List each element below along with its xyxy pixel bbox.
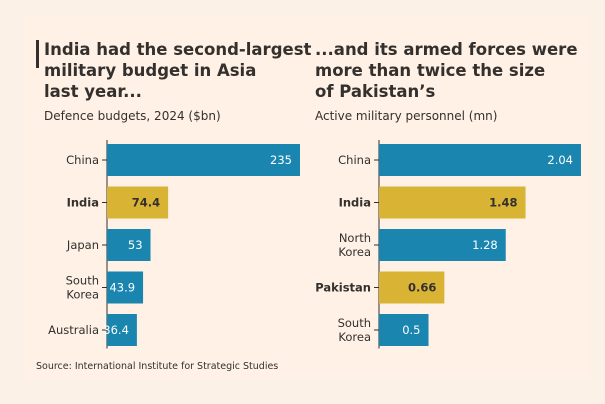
value-label: 235 [270,153,292,167]
category-label-line: Korea [338,330,371,344]
bar [107,229,151,261]
chart-card: India had the second-largest military bu… [24,16,590,379]
category-label-line: India [67,196,99,210]
category-label: India [67,196,99,210]
right-subtitle: Active military personnel (mn) [315,109,498,123]
value-label: 1.28 [472,238,498,252]
category-label-line: Korea [66,288,99,302]
right-title-line-3: of Pakistan’s [315,82,436,101]
left-title-line-1: India had the second-largest [44,40,312,59]
value-label: 43.9 [109,281,135,295]
category-label: South Korea [66,274,99,302]
right-title: ...and its armed forces were more than t… [315,39,585,102]
source-note: Source: International Institute for Stra… [36,361,279,372]
category-label: South Korea [338,316,371,344]
category-label: India [339,196,371,210]
category-label: China [66,153,99,167]
bar [107,314,137,346]
category-label-line: India [339,196,371,210]
bar [379,144,581,176]
right-title-line-1: ...and its armed forces were [315,40,578,59]
category-label-line: North [339,231,371,245]
value-label: 0.66 [408,281,436,295]
title-rule [36,40,39,68]
category-label-line: South [66,274,99,288]
bar [107,144,300,176]
left-title-line-2: military budget in Asia [44,61,257,80]
defence-budget-chart: China 235 India 74.4 Japan 53 South Korea 43.9 Au… [48,140,300,349]
category-label: Pakistan [315,281,371,295]
category-label: Australia [48,323,99,337]
right-title-line-2: more than twice the size [315,61,546,80]
category-label-line: Japan [66,238,99,252]
bar [379,229,506,261]
left-title-line-3: last year... [44,82,142,101]
value-label: 53 [128,238,143,252]
category-label-line: China [66,153,99,167]
value-label: 0.5 [402,323,420,337]
bar [107,186,169,219]
left-subtitle: Defence budgets, 2024 ($bn) [44,109,221,123]
left-panel: India had the second-largest military bu… [36,16,314,379]
bar [107,271,144,304]
category-label: North Korea [338,231,371,259]
bar [379,314,429,346]
category-label-line: Pakistan [315,281,371,295]
value-label: 74.4 [132,196,160,210]
value-label: 1.48 [489,196,517,210]
value-label: 2.04 [547,153,573,167]
category-label-line: Korea [338,245,371,259]
left-title: India had the second-largest military bu… [44,39,314,102]
right-panel: ...and its armed forces were more than t… [315,16,590,379]
category-label-line: Australia [48,323,99,337]
category-label: Japan [66,238,99,252]
category-label: China [338,153,371,167]
value-label: 36.4 [103,323,129,337]
category-label-line: South [338,316,371,330]
category-label-line: China [338,153,371,167]
bar [379,271,445,304]
bar [379,186,526,219]
